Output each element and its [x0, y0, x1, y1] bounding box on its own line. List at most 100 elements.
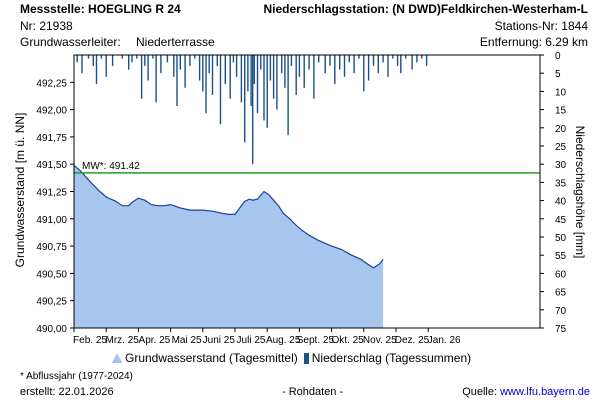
precip-bar: [372, 55, 375, 66]
precip-bar: [363, 55, 365, 92]
x-tick-label: Sept. 25: [297, 335, 335, 346]
precip-bar: [189, 55, 191, 66]
precip-bar: [155, 55, 157, 103]
y2-tick-label: 10: [555, 87, 567, 98]
precip-bar: [339, 55, 341, 70]
precip-bar: [216, 55, 218, 66]
precip-bar: [400, 55, 402, 74]
source-link[interactable]: www.lfu.bayern.de: [500, 386, 590, 398]
precip-bar: [160, 55, 162, 74]
aquifer-label: Grundwasserleiter:: [20, 35, 121, 49]
legend-precip-label: Niederschlag (Tagessummen): [311, 351, 472, 365]
y-tick-label: 490,50: [36, 269, 67, 280]
precip-bar: [131, 55, 133, 63]
precip-station-distance: Entfernung: 6.29 km: [479, 35, 588, 49]
precip-bar: [382, 55, 384, 63]
y2-tick-label: 0: [555, 51, 561, 62]
precip-bar: [313, 55, 315, 99]
precip-bar: [240, 55, 243, 103]
precip-bar: [324, 55, 326, 74]
x-tick-label: Feb. 25: [73, 335, 107, 346]
y2-axis-label: Niederschlagshöhe [mm]: [573, 126, 587, 259]
precip-bar: [287, 55, 289, 136]
y-tick-label: 490,75: [36, 242, 67, 253]
groundwater-line: [73, 164, 384, 269]
precip-bar: [229, 55, 231, 99]
precip-bar: [334, 55, 336, 85]
mean-label: MW*: 491.42: [82, 161, 140, 172]
y2-tick-label: 50: [555, 233, 567, 244]
precip-bar: [269, 55, 272, 81]
raw-data-note: - Rohdaten -: [282, 386, 344, 398]
created-date: erstellt: 22.01.2026: [20, 386, 114, 398]
precip-bar: [211, 55, 214, 95]
precip-bar: [205, 55, 207, 114]
precip-bar: [247, 55, 249, 92]
y2-tick-label: 30: [555, 160, 567, 171]
groundwater-area: [74, 165, 384, 328]
x-tick-label: Mai 25: [172, 335, 202, 346]
y-tick-label: 492,00: [36, 106, 67, 117]
precip-bar: [140, 55, 143, 99]
x-tick-label: Apr. 25: [139, 335, 171, 346]
y2-tick-label: 35: [555, 178, 567, 189]
y2-tick-label: 65: [555, 288, 567, 299]
precip-bar: [425, 55, 428, 66]
precip-bar: [256, 55, 259, 114]
precip-bar: [111, 55, 114, 66]
x-tick-label: Juli 25: [237, 335, 266, 346]
y2-tick-label: 40: [555, 197, 567, 208]
precip-bar: [179, 55, 181, 70]
precip-bar: [276, 55, 278, 110]
precip-bar: [416, 55, 418, 63]
aquifer-value: Niederterrasse: [136, 35, 215, 49]
legend-groundwater-label: Grundwasserstand (Tagesmittel): [125, 351, 298, 365]
precip-bar: [147, 55, 149, 81]
precip-bar: [263, 55, 265, 121]
precip-bar: [121, 55, 123, 59]
precip-bar: [92, 55, 94, 66]
footnote: * Abflussjahr (1977-2024): [20, 371, 133, 382]
precip-bar: [235, 55, 238, 77]
precip-bar: [105, 55, 107, 77]
precip-bar: [208, 55, 210, 74]
precip-bar: [405, 55, 407, 59]
x-tick-label: Nov. 25: [363, 335, 397, 346]
legend: Grundwasserstand (Tagesmittel) Niedersch…: [112, 351, 471, 365]
precip-bar: [219, 55, 222, 125]
precip-bar: [303, 55, 305, 88]
y2-tick-label: 15: [555, 106, 567, 117]
precip-bar: [348, 55, 350, 63]
precip-bar: [202, 55, 204, 92]
precip-bar: [136, 55, 138, 59]
precip-bar: [152, 55, 154, 59]
precip-bar: [184, 55, 186, 88]
precip-bar: [284, 55, 286, 88]
legend-precip-icon: [303, 352, 309, 364]
precip-bar: [421, 55, 423, 59]
y-tick-label: 490,25: [36, 297, 67, 308]
precip-bar: [272, 55, 275, 99]
x-tick-label: Dez. 25: [395, 335, 430, 346]
precip-bar: [396, 55, 399, 66]
precip-bar: [176, 55, 178, 106]
precip-bar: [392, 55, 394, 59]
precip-bar: [411, 55, 413, 70]
y-tick-label: 491,75: [36, 133, 67, 144]
precip-bar: [253, 55, 255, 85]
station-title: Messstelle: HOEGLING R 24: [20, 2, 181, 16]
y2-tick-label: 55: [555, 251, 567, 262]
precip-bar: [244, 55, 246, 143]
precip-bar: [166, 55, 169, 63]
source: Quelle: www.lfu.bayern.de: [462, 386, 590, 398]
y2-tick-label: 5: [555, 69, 561, 80]
precip-bar: [76, 55, 78, 63]
y-axis-label: Grundwasserstand [m ü. NN]: [13, 113, 27, 268]
y-tick-label: 492,25: [36, 78, 67, 89]
precip-bar: [290, 55, 293, 66]
precip-bar: [367, 55, 370, 81]
x-tick-label: Mrz. 25: [106, 335, 140, 346]
precip-bar: [87, 55, 90, 59]
precip-bar: [95, 55, 98, 85]
station-number: Nr: 21938: [20, 19, 73, 33]
